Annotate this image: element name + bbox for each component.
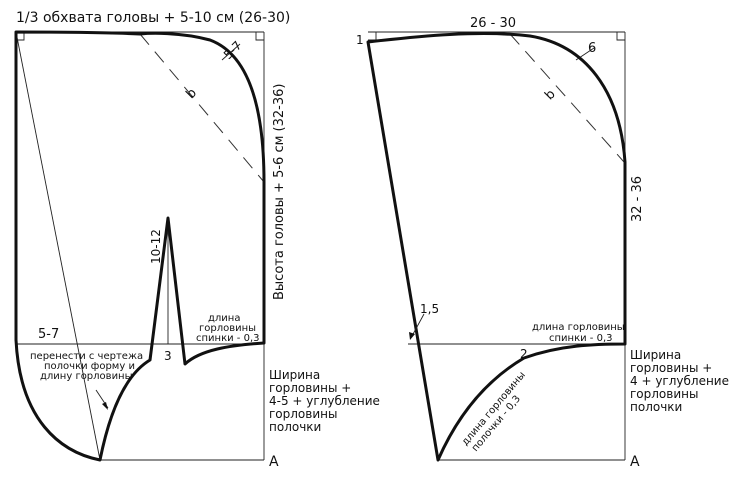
left-transfer-note-3: длину горловины xyxy=(40,371,133,382)
left-back-neck-1: длина xyxy=(208,313,240,324)
left-transfer-note-2: полочки форму и xyxy=(44,361,135,372)
left-width-note-2: горловины + xyxy=(269,381,351,395)
left-top-label: 1/3 обхвата головы + 5-10 см (26-30) xyxy=(16,10,290,26)
left-width-note-5: полочки xyxy=(269,420,321,434)
right-width-note-4: горловины xyxy=(630,387,698,401)
left-dart-width-label: 3 xyxy=(164,349,172,363)
left-pattern: 1/3 обхвата головы + 5-10 см (26-30) 5-7… xyxy=(14,10,380,470)
right-back-neck-1: длина горловины xyxy=(532,322,625,333)
left-right-angle-mark-1 xyxy=(16,32,25,41)
right-width-note-5: полочки xyxy=(630,400,682,414)
right-pattern: 1 26 - 30 6 b 32 - 36 1,5 длина горловин… xyxy=(356,16,729,470)
right-bisector-dashed xyxy=(509,33,625,163)
left-side-label: 5-7 xyxy=(38,327,59,342)
left-width-note-3: 4-5 + углубление xyxy=(269,394,380,408)
right-width-note-1: Ширина xyxy=(630,348,681,362)
left-height-label: Высота головы + 5-6 см (32-36) xyxy=(272,84,287,300)
right-corner-label: 6 xyxy=(588,41,596,56)
left-width-note-4: горловины xyxy=(269,407,337,421)
left-right-angle-mark-2 xyxy=(255,32,264,41)
left-bisector-dashed xyxy=(139,33,265,183)
left-back-neck-3: спинки - 0,3 xyxy=(196,333,259,344)
left-back-neck-2: горловины xyxy=(199,323,256,334)
left-transfer-note-1: перенести с чертежа xyxy=(30,351,143,362)
right-top-label: 26 - 30 xyxy=(470,16,516,31)
right-width-note-2: горловины + xyxy=(630,361,712,375)
left-diagonal-guide xyxy=(15,31,101,461)
left-angle-label: b xyxy=(184,86,200,102)
left-width-note-1: Ширина xyxy=(269,368,320,382)
right-hood-outline xyxy=(366,32,627,462)
right-point-a: А xyxy=(630,454,640,470)
right-right-angle-mark-1 xyxy=(368,32,377,41)
right-offset-arrow xyxy=(411,313,425,337)
right-right-angle-mark-2 xyxy=(616,32,625,41)
right-point-1: 1 xyxy=(356,33,364,47)
right-point-2: 2 xyxy=(520,347,528,361)
right-offset-arrowhead xyxy=(409,332,415,340)
left-dart-height-label: 10-12 xyxy=(149,229,163,264)
right-width-note-3: 4 + углубление xyxy=(630,374,729,388)
left-transfer-arrowhead xyxy=(102,402,108,410)
right-offset-label: 1,5 xyxy=(420,302,439,316)
right-back-neck-2: спинки - 0,3 xyxy=(549,333,612,344)
right-height-label: 32 - 36 xyxy=(630,176,645,222)
left-point-a: А xyxy=(269,454,279,470)
right-angle-label: b xyxy=(542,87,558,103)
left-hood-outline xyxy=(14,30,266,462)
